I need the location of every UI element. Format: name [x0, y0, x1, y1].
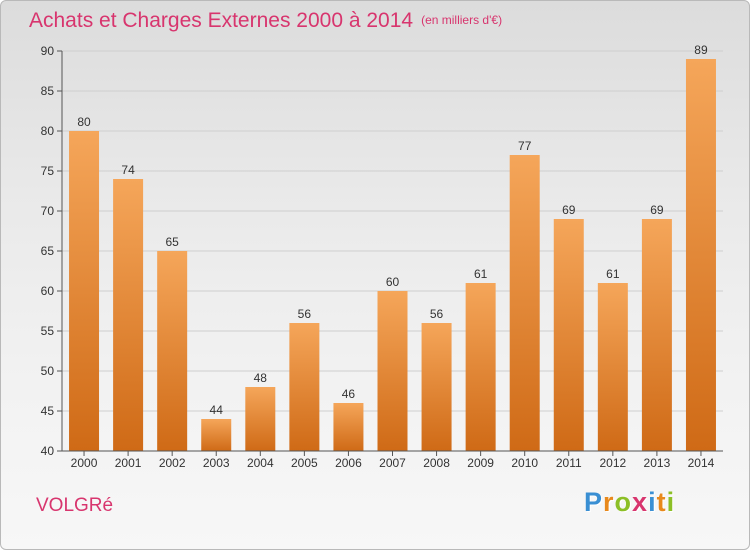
- x-tick-label: 2003: [203, 456, 230, 470]
- x-tick-label: 2002: [159, 456, 186, 470]
- y-tick-label: 50: [41, 364, 55, 378]
- x-tick-label: 2010: [511, 456, 538, 470]
- x-tick-label: 2011: [556, 456, 582, 470]
- bar-2009: [465, 283, 496, 451]
- data-label: 65: [165, 235, 179, 249]
- data-label: 48: [254, 371, 268, 385]
- x-tick-label: 2005: [291, 456, 318, 470]
- proxiti-logo[interactable]: Proxiti: [584, 487, 675, 518]
- y-tick-label: 80: [41, 124, 55, 138]
- bar-2006: [333, 403, 364, 451]
- axes: 40 45 50 55 60 65 70 75 80 85 90 2000 2001 2002 2003 20…: [41, 44, 723, 470]
- x-tick-label: 2001: [115, 456, 142, 470]
- data-label: 60: [386, 275, 400, 289]
- data-label: 61: [606, 267, 620, 281]
- bar-2012: [597, 283, 628, 451]
- y-tick-label: 45: [41, 404, 55, 418]
- x-tick-label: 2012: [599, 456, 626, 470]
- bar-2007: [377, 291, 408, 451]
- town-name: VOLGRé: [36, 495, 114, 516]
- bar-2000: [69, 131, 100, 451]
- bar-2005: [289, 323, 320, 451]
- logo-letter: x: [632, 487, 649, 517]
- x-tick-label: 2013: [644, 456, 671, 470]
- x-tick-label: 2000: [71, 456, 98, 470]
- logo-letter: r: [603, 487, 615, 517]
- bar-2013: [641, 219, 672, 451]
- data-label: 69: [650, 203, 664, 217]
- data-label: 89: [694, 43, 708, 57]
- x-tick-label: 2004: [247, 456, 274, 470]
- bar-2003: [201, 419, 232, 451]
- y-tick-label: 85: [41, 84, 55, 98]
- data-label: 56: [430, 307, 444, 321]
- data-label: 80: [77, 115, 91, 129]
- x-tick-label: 2008: [423, 456, 450, 470]
- chart-subtitle: (en milliers d'€): [421, 13, 503, 27]
- data-label: 46: [342, 387, 356, 401]
- logo-letter: i: [666, 487, 676, 517]
- logo-letter: i: [648, 487, 657, 517]
- x-tick-label: 2009: [467, 456, 494, 470]
- logo-letter: t: [656, 487, 667, 517]
- x-tick-label: 2006: [335, 456, 362, 470]
- data-label: 69: [562, 203, 576, 217]
- y-tick-label: 90: [41, 44, 55, 58]
- data-label: 56: [298, 307, 312, 321]
- bar-2010: [509, 155, 540, 451]
- bar-2001: [113, 179, 144, 451]
- y-tick-label: 70: [41, 204, 55, 218]
- bar-2011: [553, 219, 584, 451]
- data-label: 61: [474, 267, 488, 281]
- logo-letter: P: [584, 487, 604, 517]
- data-labels: 80 74 65 44 48 56 46 60 56 61 77 69 61 69 89: [77, 43, 708, 417]
- x-tick-label: 2014: [688, 456, 715, 470]
- bar-2008: [421, 323, 452, 451]
- bar-2002: [157, 251, 188, 451]
- data-label: 44: [210, 403, 224, 417]
- x-tick-label: 2007: [379, 456, 406, 470]
- logo-letter: o: [614, 487, 633, 517]
- y-tick-label: 60: [41, 284, 55, 298]
- bars: [69, 59, 716, 451]
- y-tick-label: 65: [41, 244, 55, 258]
- chart-title: Achats et Charges Externes 2000 à 2014 (e…: [29, 9, 502, 33]
- y-tick-label: 40: [41, 444, 55, 458]
- y-tick-label: 75: [41, 164, 55, 178]
- bar-2014: [685, 59, 716, 451]
- chart-title-text: Achats et Charges Externes 2000 à 2014: [29, 9, 414, 32]
- data-label: 77: [518, 139, 532, 153]
- data-label: 74: [121, 163, 135, 177]
- bar-2004: [245, 387, 276, 451]
- y-tick-label: 55: [41, 324, 55, 338]
